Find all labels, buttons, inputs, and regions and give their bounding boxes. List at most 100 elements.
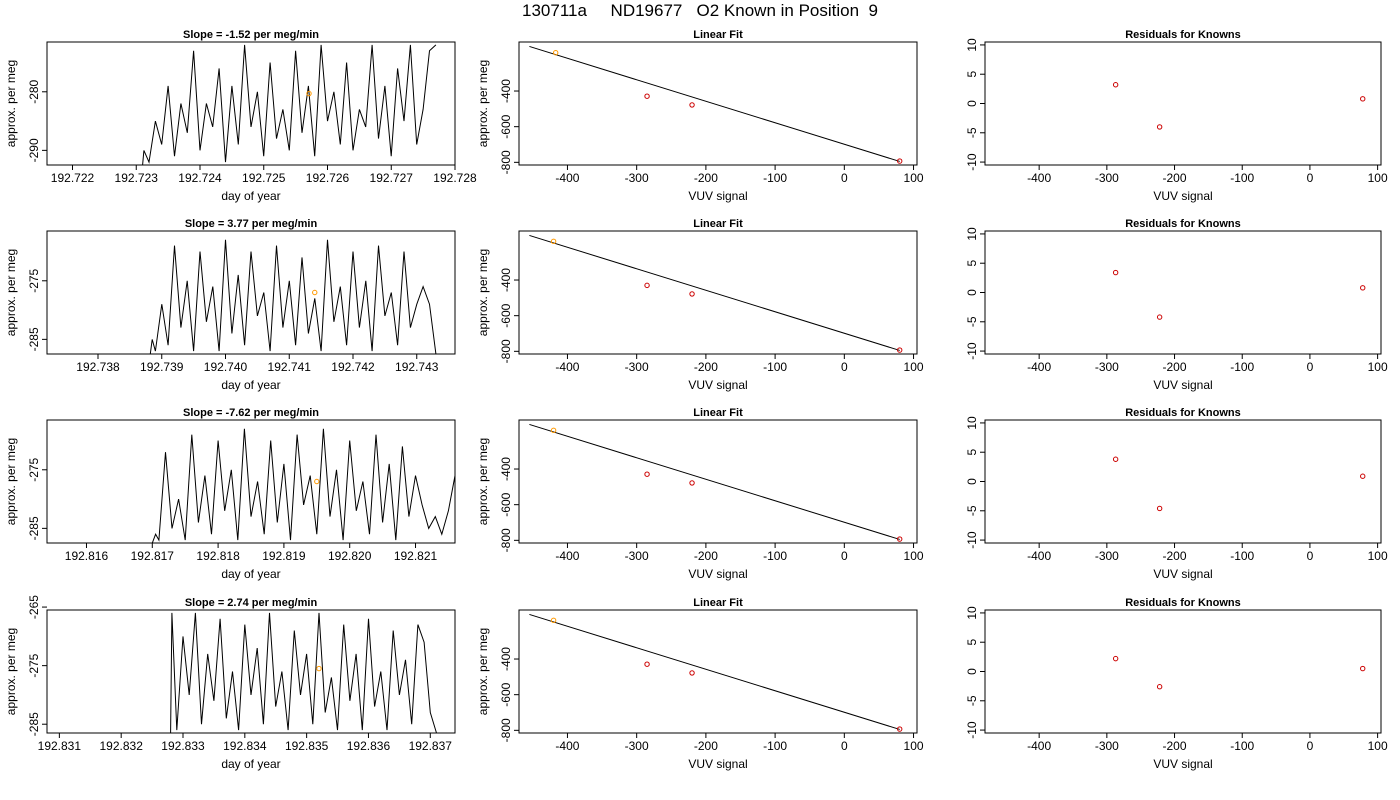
- panel-title: Residuals for Knowns: [1125, 407, 1241, 419]
- plot-frame: [46, 609, 456, 734]
- known-point: [689, 291, 695, 297]
- x-axis-label: VUV signal: [688, 189, 747, 203]
- y-tick-label: 0: [965, 478, 979, 485]
- y-tick-label: 10: [965, 227, 979, 241]
- plot-frame: [46, 230, 456, 355]
- y-tick-label: -400: [499, 457, 513, 481]
- fit-line: [529, 45, 900, 162]
- x-tick-label: -300: [1095, 739, 1119, 753]
- unknown-point: [550, 238, 557, 245]
- x-tick-label: 0: [841, 549, 848, 563]
- known-point: [689, 480, 695, 486]
- x-tick-label: 192.832: [99, 739, 143, 753]
- panel-title: Linear Fit: [693, 29, 743, 41]
- x-tick-label: 192.834: [223, 739, 267, 753]
- x-tick-label: -100: [763, 739, 787, 753]
- plot-frame: [984, 41, 1382, 166]
- series-line: [47, 44, 437, 165]
- x-tick-label: -300: [1095, 360, 1119, 374]
- y-tick-label: -600: [499, 492, 513, 516]
- y-tick-label: -265: [27, 595, 41, 619]
- known-point: [1112, 655, 1119, 662]
- x-tick-label: -100: [763, 360, 787, 374]
- panel-title: Linear Fit: [693, 407, 743, 419]
- x-tick-label: 192.743: [395, 360, 439, 374]
- known-point: [689, 102, 695, 108]
- x-axis-label: VUV signal: [688, 567, 747, 581]
- x-axis-label: VUV signal: [1153, 189, 1212, 203]
- x-tick-label: 192.818: [196, 549, 240, 563]
- y-axis-label: approx. per meg: [476, 438, 490, 525]
- y-tick-label: -800: [499, 528, 513, 552]
- panel-title: Slope = 3.77 per meg/min: [185, 218, 318, 230]
- unknown-marker: [314, 478, 320, 485]
- known-point: [896, 158, 903, 164]
- x-tick-label: -400: [555, 360, 579, 374]
- y-axis-label: approx. per meg: [4, 628, 18, 715]
- y-axis-label: approx. per meg: [4, 60, 18, 147]
- known-point: [1156, 684, 1163, 690]
- known-point: [1112, 456, 1119, 462]
- panel-title: Residuals for Knowns: [1125, 218, 1241, 230]
- panel-4-3: Residuals for Knowns-400 -300 -200 -100 0 100…: [965, 597, 1388, 771]
- known-point: [1112, 269, 1119, 276]
- x-tick-label: 192.738: [76, 360, 120, 374]
- panel-2-1: Slope = 3.77 per meg/min 192.738 192.739 19…: [4, 218, 456, 392]
- y-axis-label: approx. per meg: [4, 249, 18, 336]
- series-line: [47, 612, 437, 733]
- known-point: [1360, 665, 1366, 672]
- y-tick-label: -600: [499, 303, 513, 327]
- x-tick-label: 192.816: [65, 549, 109, 563]
- x-tick-label: -300: [1095, 549, 1119, 563]
- panel-3-2: Linear Fit -400 -300 -200 -100 0 100 -400 -600 -8…: [476, 407, 924, 581]
- y-axis-label: approx. per meg: [476, 60, 490, 147]
- y-tick-label: -285: [27, 712, 41, 736]
- x-tick-label: 192.831: [38, 739, 82, 753]
- x-tick-label: -200: [1163, 739, 1187, 753]
- x-tick-label: -400: [1027, 360, 1051, 374]
- y-tick-label: -5: [965, 316, 979, 327]
- known-point: [896, 536, 903, 542]
- x-tick-label: 192.819: [262, 549, 306, 563]
- x-tick-label: 0: [841, 739, 848, 753]
- y-tick-label: -275: [27, 653, 41, 677]
- known-point: [1112, 82, 1119, 88]
- unknown-point: [550, 617, 557, 624]
- x-tick-label: -400: [1027, 739, 1051, 753]
- y-tick-label: -275: [27, 268, 41, 292]
- x-axis-label: day of year: [221, 757, 280, 771]
- x-axis-label: VUV signal: [1153, 757, 1212, 771]
- y-tick-label: 5: [965, 260, 979, 267]
- x-tick-label: -100: [763, 549, 787, 563]
- x-tick-label: 192.742: [331, 360, 375, 374]
- fit-line: [529, 423, 900, 540]
- x-tick-label: -200: [694, 360, 718, 374]
- plot-frame: [518, 609, 918, 734]
- x-axis-label: day of year: [221, 189, 280, 203]
- y-tick-label: 5: [965, 639, 979, 646]
- y-tick-label: 0: [965, 289, 979, 296]
- y-tick-label: -800: [499, 718, 513, 742]
- x-tick-label: 192.740: [204, 360, 248, 374]
- panel-title: Residuals for Knowns: [1125, 29, 1241, 41]
- unknown-point: [552, 49, 559, 56]
- x-tick-label: -400: [555, 171, 579, 185]
- x-tick-label: 192.836: [347, 739, 391, 753]
- y-tick-label: -10: [965, 531, 979, 549]
- x-tick-label: 0: [1307, 171, 1314, 185]
- x-tick-label: -300: [625, 360, 649, 374]
- x-tick-label: -400: [555, 739, 579, 753]
- known-point: [1360, 285, 1366, 291]
- known-point: [689, 670, 695, 676]
- plot-frame: [518, 419, 918, 544]
- y-tick-label: -400: [499, 268, 513, 292]
- y-tick-label: -400: [499, 647, 513, 671]
- panel-title: Slope = -7.62 per meg/min: [183, 407, 319, 419]
- y-axis-label: approx. per meg: [476, 249, 490, 336]
- y-tick-label: 5: [965, 449, 979, 456]
- y-tick-label: -275: [27, 457, 41, 481]
- fit-line: [529, 234, 900, 351]
- known-point: [896, 347, 903, 353]
- plot-frame: [46, 419, 456, 544]
